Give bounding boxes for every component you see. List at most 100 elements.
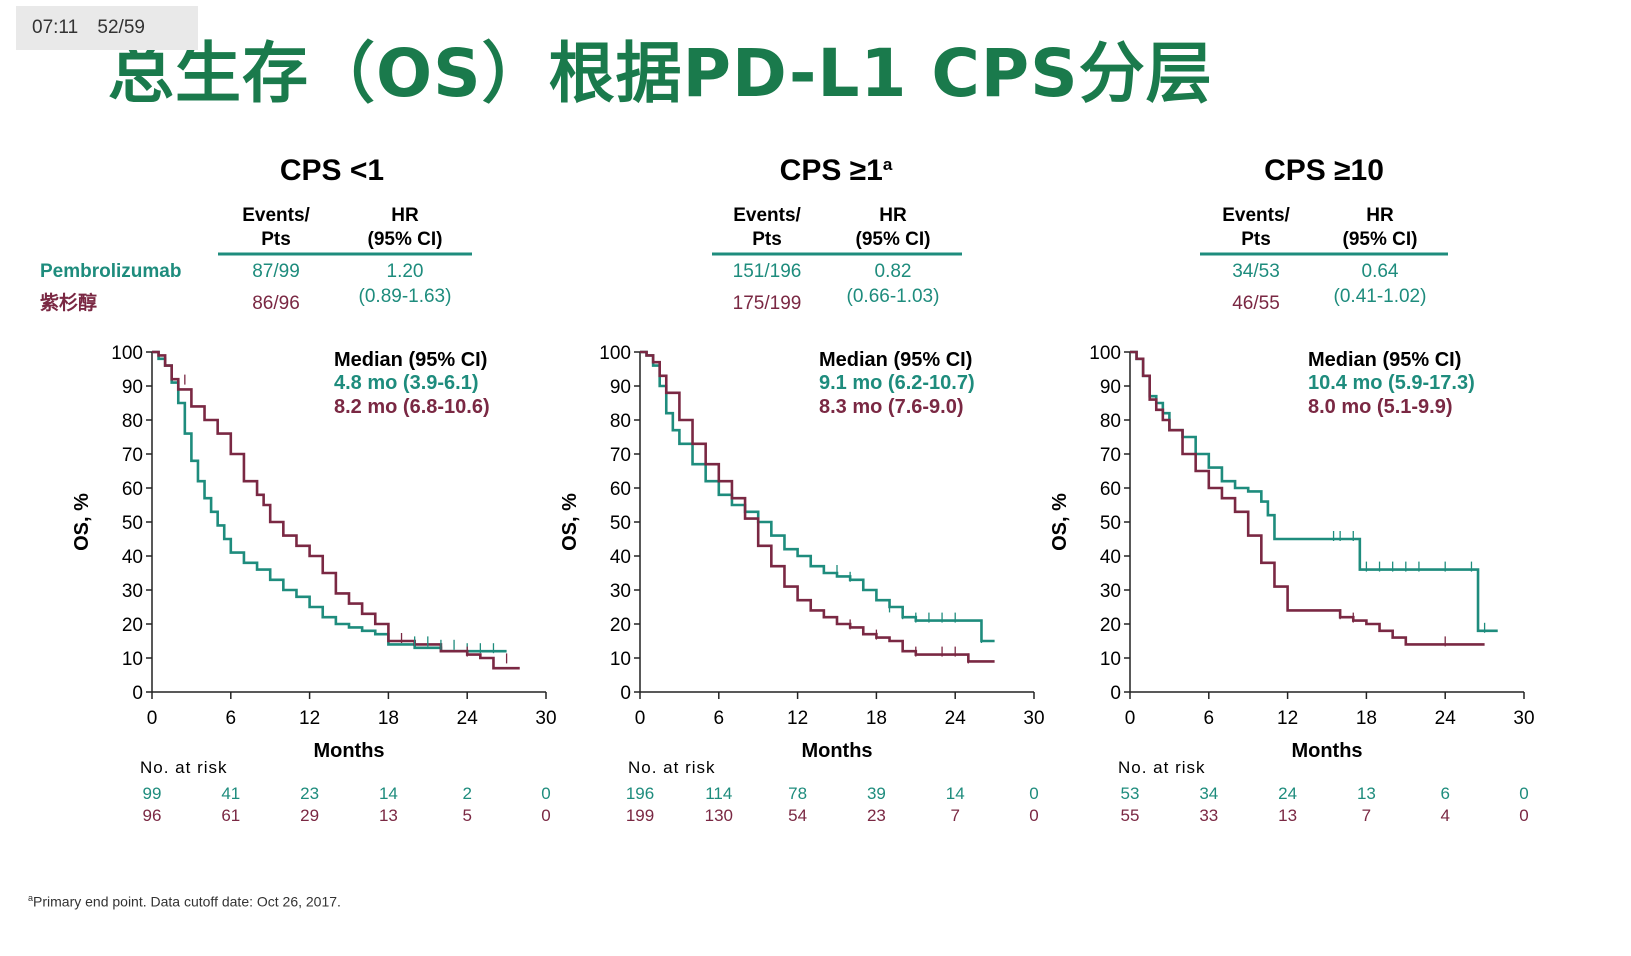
y-axis-label: OS, % <box>71 493 93 551</box>
y-tick-label: 60 <box>610 479 631 500</box>
y-tick-label: 40 <box>122 547 143 568</box>
x-tick-label: 18 <box>1356 708 1377 729</box>
at-risk-pem: 13 <box>1357 784 1376 803</box>
pem-events: 34/53 <box>1232 261 1280 282</box>
at-risk-pem: 0 <box>1519 784 1528 803</box>
y-tick-label: 60 <box>1100 479 1121 500</box>
at-risk-pem: 53 <box>1121 784 1140 803</box>
chart-panel-3: CPS ≥10 Events/Pts HR (95% CI) 34/53 46/55 0.6… <box>1049 154 1535 825</box>
at-risk-pem: 6 <box>1440 784 1449 803</box>
y-tick-label: 80 <box>610 411 631 432</box>
y-tick-label: 80 <box>1100 411 1121 432</box>
x-tick-label: 12 <box>1277 708 1298 729</box>
hr-value: 0.64 <box>1362 261 1399 282</box>
y-tick-label: 0 <box>620 683 631 704</box>
median-header: Median (95% CI) <box>1308 349 1461 371</box>
y-tick-label: 100 <box>1089 343 1121 364</box>
x-tick-label: 30 <box>1023 708 1044 729</box>
y-tick-label: 70 <box>122 445 143 466</box>
at-risk-label: No. at risk <box>1118 758 1206 777</box>
y-tick-label: 100 <box>111 343 143 364</box>
x-tick-label: 0 <box>635 708 646 729</box>
hr-header-ci: (95% CI) <box>368 229 443 250</box>
y-tick-label: 70 <box>1100 445 1121 466</box>
y-tick-label: 30 <box>122 581 143 602</box>
median-header: Median (95% CI) <box>334 349 487 371</box>
hr-value: 0.82 <box>875 261 912 282</box>
y-tick-label: 90 <box>1100 377 1121 398</box>
pax-events: 175/199 <box>733 293 802 314</box>
x-tick-label: 24 <box>945 708 967 729</box>
y-tick-label: 10 <box>1100 649 1121 670</box>
y-tick-label: 20 <box>1100 615 1121 636</box>
median-pembrolizumab: 4.8 mo (3.9-6.1) <box>334 372 479 394</box>
x-tick-label: 30 <box>1513 708 1534 729</box>
y-tick-label: 40 <box>610 547 631 568</box>
at-risk-pem: 0 <box>1029 784 1038 803</box>
pax-events: 46/55 <box>1232 293 1280 314</box>
y-tick-label: 50 <box>610 513 631 534</box>
y-tick-label: 50 <box>1100 513 1121 534</box>
y-tick-label: 10 <box>610 649 631 670</box>
y-tick-label: 90 <box>122 377 143 398</box>
x-axis-label: Months <box>1291 740 1362 762</box>
at-risk-pem: 41 <box>221 784 240 803</box>
chart-panel-1: CPS <1 Events/Pts HR (95% CI) Pembrolizumab 紫… <box>40 154 557 825</box>
arm-label-pembrolizumab: Pembrolizumab <box>40 261 181 282</box>
clock-time: 07:11 <box>32 17 79 38</box>
km-curve-paclitaxel <box>640 350 995 663</box>
y-tick-label: 70 <box>610 445 631 466</box>
chart-panel-2: CPS ≥1a Events/Pts HR (95% CI) 151/196 175/19… <box>559 154 1045 825</box>
hr-header-ci: (95% CI) <box>1343 229 1418 250</box>
pem-events: 151/196 <box>733 261 802 282</box>
y-tick-label: 50 <box>122 513 143 534</box>
at-risk-pax: 23 <box>867 806 886 825</box>
median-pembrolizumab: 9.1 mo (6.2-10.7) <box>819 372 975 394</box>
x-axis-label: Months <box>313 740 384 762</box>
y-tick-label: 30 <box>1100 581 1121 602</box>
at-risk-pax: 5 <box>462 806 471 825</box>
panel-title-sup: a <box>883 155 893 174</box>
x-tick-label: 30 <box>535 708 556 729</box>
median-paclitaxel: 8.3 mo (7.6-9.0) <box>819 396 964 418</box>
hr-header-ci: (95% CI) <box>856 229 931 250</box>
at-risk-pax: 0 <box>1519 806 1528 825</box>
at-risk-pem: 14 <box>946 784 965 803</box>
status-bar: 07:11 52/59 <box>16 6 198 50</box>
x-tick-label: 6 <box>226 708 237 729</box>
hr-ci: (0.89-1.63) <box>359 286 452 307</box>
y-tick-label: 100 <box>599 343 631 364</box>
at-risk-pem: 34 <box>1199 784 1218 803</box>
at-risk-pem: 196 <box>626 784 654 803</box>
at-risk-pax: 130 <box>705 806 733 825</box>
hr-ci: (0.41-1.02) <box>1334 286 1427 307</box>
events-header-pts: Pts <box>261 229 291 250</box>
arm-label-paclitaxel: 紫杉醇 <box>40 291 97 314</box>
y-tick-label: 20 <box>610 615 631 636</box>
x-tick-label: 18 <box>378 708 399 729</box>
y-tick-label: 60 <box>122 479 143 500</box>
hr-header: HR <box>879 205 907 226</box>
x-tick-label: 0 <box>147 708 158 729</box>
at-risk-pax: 54 <box>788 806 807 825</box>
events-header-pts: Pts <box>1241 229 1271 250</box>
at-risk-pax: 0 <box>1029 806 1038 825</box>
y-tick-label: 90 <box>610 377 631 398</box>
x-tick-label: 12 <box>299 708 320 729</box>
y-axis-label: OS, % <box>1049 493 1071 551</box>
panel-title: CPS <1 <box>280 154 384 187</box>
x-tick-label: 24 <box>1435 708 1457 729</box>
hr-value: 1.20 <box>387 261 424 282</box>
at-risk-pem: 114 <box>705 784 732 803</box>
pem-events: 87/99 <box>252 261 300 282</box>
footnote: aPrimary end point. Data cutoff date: Oc… <box>28 893 341 910</box>
at-risk-pax: 7 <box>1362 806 1371 825</box>
x-tick-label: 6 <box>714 708 725 729</box>
x-tick-label: 18 <box>866 708 887 729</box>
events-header: Events/ <box>733 205 801 226</box>
km-curve-paclitaxel <box>1130 350 1485 646</box>
at-risk-pax: 199 <box>626 806 654 825</box>
events-header: Events/ <box>242 205 310 226</box>
panel-title: CPS ≥10 <box>1264 154 1384 187</box>
x-axis-label: Months <box>801 740 872 762</box>
